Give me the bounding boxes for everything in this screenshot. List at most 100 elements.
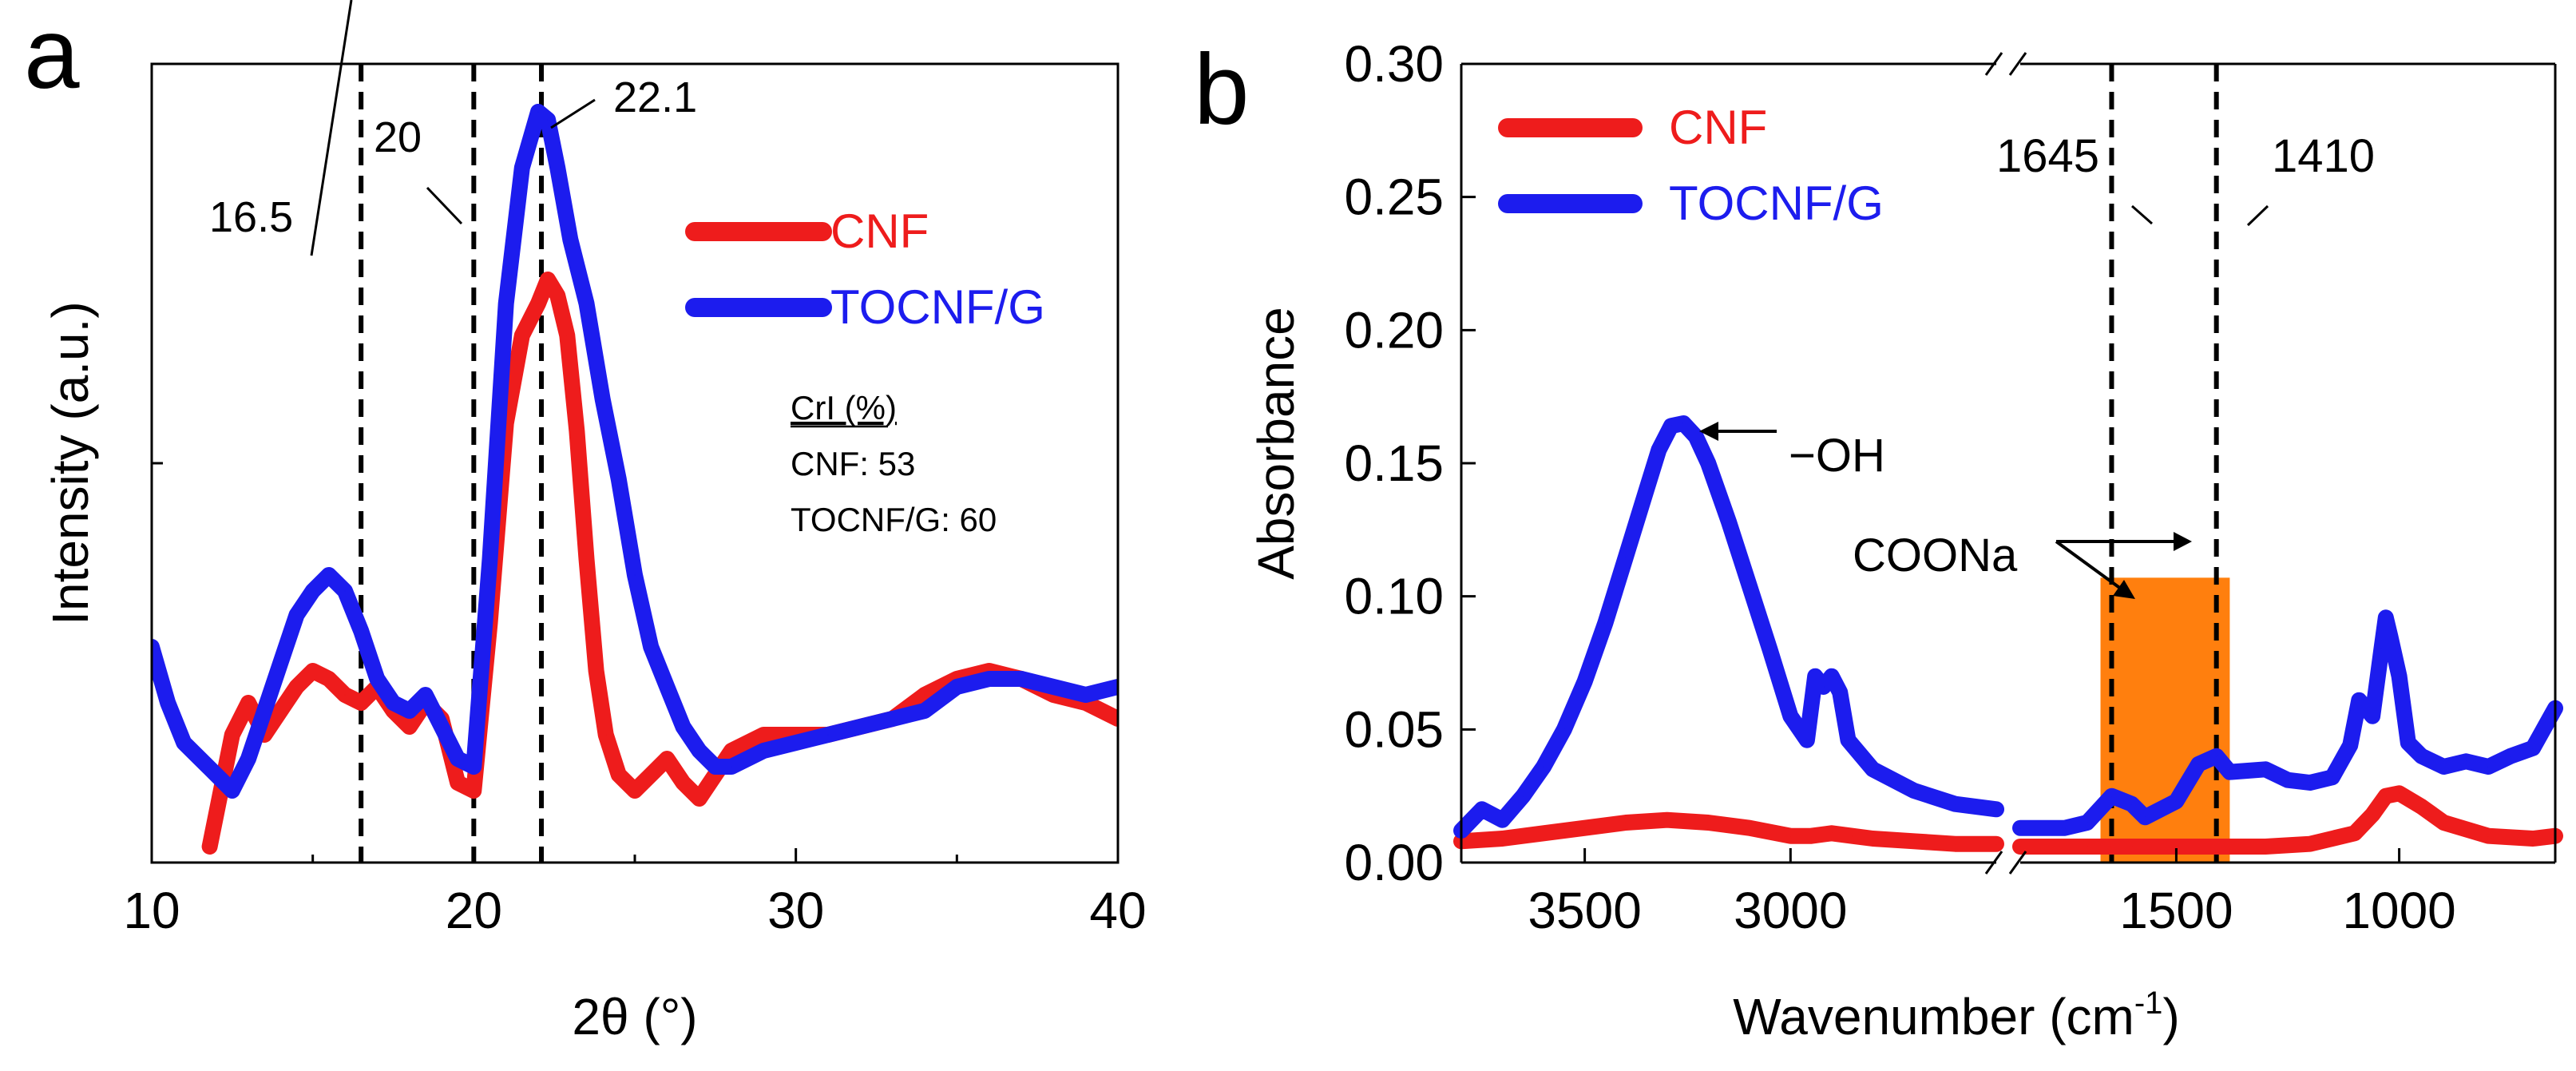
panel-a-point-cnf (360, 702, 363, 704)
panel-a-point-tocnf (634, 574, 636, 576)
panel-a-point-tocnf (457, 758, 459, 760)
panel-a-point-tocnf (956, 686, 958, 688)
panel-b-point-cnf (1830, 832, 1833, 835)
panel-b-point-tocnf (2019, 827, 2021, 829)
panel-a-point-tocnf (601, 399, 604, 400)
panel-a-point-tocnf (360, 630, 363, 632)
panel-b-y-tick-label: 0.15 (1344, 434, 1444, 492)
arrow-1645 (2131, 204, 2153, 225)
panel-a-point-tocnf (183, 742, 185, 744)
panel-b-point-cnf (1625, 822, 1627, 823)
panel-b-point-cnf (2420, 806, 2423, 807)
panel-b-point-cnf (2175, 846, 2178, 847)
panel-b-point-tocnf (1847, 739, 1849, 741)
panel-a-point-cnf (408, 726, 410, 728)
panel-b-line-cnf-segment-1 (1453, 811, 2004, 852)
panel-a-point-cnf (311, 670, 314, 672)
arrow-coona-left (2055, 540, 2126, 593)
panel-b-point-tocnf (1822, 686, 1825, 688)
panel-b-legend: CNF TOCNF/G (1498, 101, 1884, 230)
inset-title: CrI (%) (791, 389, 897, 426)
panel-a-point-tocnf (311, 590, 314, 592)
panel-b-point-tocnf (2063, 827, 2066, 829)
panel-b-point-tocnf (1707, 462, 1710, 464)
panel-a-x-tick-label: 30 (767, 882, 824, 939)
arrow-20 (426, 186, 463, 225)
legend-label-tocnf: TOCNF/G (1669, 177, 1884, 230)
coona-highlight-band (2100, 577, 2230, 863)
annotation-22-1: 22.1 (613, 73, 697, 121)
panel-b-point-tocnf (1625, 555, 1627, 557)
annotation-oh: −OH (1789, 430, 1885, 482)
panel-a-point-tocnf (827, 734, 829, 736)
panel-b-point-tocnf (1789, 715, 1792, 717)
panel-a-point-cnf (344, 694, 346, 696)
legend-label-tocnf: TOCNF/G (830, 280, 1045, 334)
panel-a-point-tocnf (344, 590, 346, 592)
panel-a-point-tocnf (441, 726, 442, 728)
annotation-20: 20 (374, 113, 422, 161)
panel-a-point-tocnf (295, 614, 298, 616)
panel-b-point-cnf (2353, 832, 2356, 835)
panel-b-y-tick-label: 0.00 (1344, 834, 1444, 891)
panel-b-point-tocnf (1645, 489, 1647, 491)
panel-b-point-tocnf (2487, 766, 2490, 768)
panel-b-point-tocnf (1728, 521, 1730, 523)
panel-a-point-cnf (595, 670, 597, 672)
axis-break-mark (1984, 52, 2003, 76)
panel-a-point-tocnf (489, 558, 491, 560)
panel-b-point-cnf (2110, 846, 2113, 847)
panel-b-label: b (1194, 34, 1250, 145)
panel-b-point-tocnf (1501, 819, 1504, 821)
panel-b-point-tocnf (1912, 790, 1915, 791)
panel-a-point-tocnf (1052, 686, 1055, 688)
panel-a-point-tocnf (617, 478, 620, 480)
panel-a-point-tocnf (698, 750, 700, 752)
panel-a-x-axis: 10 20 30 40 (123, 462, 1147, 939)
panel-b-point-tocnf (1872, 768, 1874, 771)
panel-a-point-tocnf (473, 766, 475, 768)
panel-a-series-tocnf (152, 104, 1118, 799)
panel-b-point-tocnf (1682, 422, 1685, 424)
panel-b-point-tocnf (1814, 675, 1817, 677)
panel-b-point-tocnf (2389, 635, 2392, 637)
panel-b-point-cnf (2130, 846, 2133, 847)
panel-a-point-tocnf (891, 718, 894, 720)
panel-a-point-tocnf (279, 662, 282, 664)
panel-a-point-cnf (576, 430, 578, 432)
panel-a-point-tocnf (924, 710, 925, 712)
panel-b-point-tocnf (1805, 739, 1808, 741)
panel-b-point-cnf (1872, 838, 1874, 839)
panel-a-point-tocnf (537, 111, 539, 113)
panel-b-point-tocnf (2510, 755, 2512, 757)
panel-a-point-cnf (617, 774, 620, 775)
arrow-coona-right-head (2174, 532, 2192, 551)
panel-a-point-cnf (295, 686, 298, 688)
panel-b-point-tocnf (2372, 715, 2374, 717)
panel-a-point-tocnf (859, 726, 862, 728)
panel-b-point-tocnf (2407, 742, 2409, 744)
panel-b-point-cnf (2019, 846, 2021, 847)
panel-b-point-cnf (1851, 835, 1853, 837)
panel-b-y-tick-label: 0.20 (1344, 301, 1444, 359)
panel-a-point-tocnf (763, 750, 765, 752)
panel-b-point-cnf (1748, 827, 1750, 829)
panel-b-point-cnf (2265, 846, 2267, 847)
panel-b-point-cnf (2086, 846, 2088, 847)
panel-b-point-tocnf (2380, 649, 2383, 651)
axis-break-mark (1984, 851, 2003, 875)
panel-b-series-tocnf (1453, 415, 2563, 839)
panel-b-point-tocnf (2420, 755, 2423, 757)
panel-b-point-tocnf (2110, 795, 2113, 797)
panel-a-point-cnf (473, 790, 475, 791)
panel-b-point-cnf (2487, 835, 2490, 837)
arrow-coona-left-head (2113, 580, 2135, 599)
panel-a-point-cnf (763, 734, 765, 736)
panel-a-point-tocnf (215, 774, 217, 775)
panel-a-point-tocnf (547, 119, 549, 121)
panel-a-point-tocnf (264, 710, 266, 712)
panel-a-point-tocnf (248, 758, 249, 760)
panel-b-x-tick-label: 3500 (1528, 882, 1641, 939)
panel-b-series-cnf (1453, 785, 2563, 855)
